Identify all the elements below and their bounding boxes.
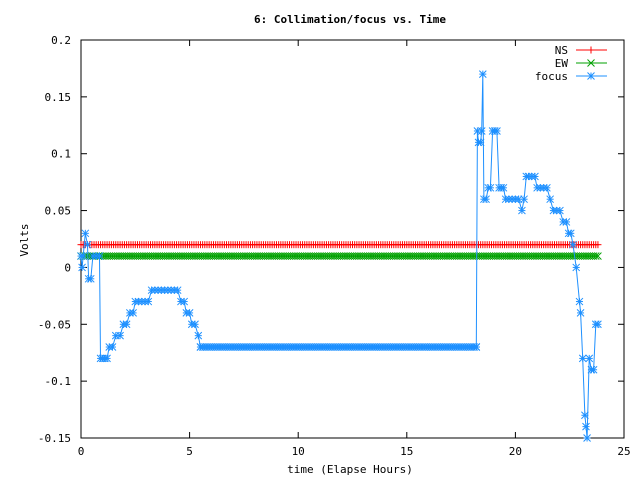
- data-point: [543, 183, 551, 192]
- data-point: [594, 320, 602, 329]
- y-tick-label: 0: [64, 261, 71, 274]
- y-tick-label: 0.05: [45, 205, 72, 218]
- data-point: [518, 206, 526, 215]
- x-tick-label: 25: [617, 445, 630, 458]
- y-tick-label: -0.15: [38, 432, 71, 445]
- data-point: [78, 263, 86, 272]
- data-point: [582, 422, 590, 431]
- legend-marker: [587, 46, 595, 54]
- series-ns: [77, 241, 602, 249]
- data-point: [144, 297, 153, 306]
- x-axis-label: time (Elapse Hours): [287, 463, 413, 476]
- data-point: [116, 331, 124, 340]
- series-focus: [77, 70, 602, 442]
- data-point: [185, 309, 194, 317]
- data-point: [108, 343, 117, 351]
- axis-ticks: 0 5 10 15 20 25 -0.15 -0.1 -0.05 0 0.05 0.1 0.15 0.2: [38, 34, 631, 458]
- series-layer: [77, 70, 602, 442]
- data-point: [562, 218, 571, 226]
- data-point: [569, 240, 577, 249]
- x-tick-label: 20: [509, 445, 522, 458]
- data-point: [122, 320, 131, 329]
- data-point: [589, 365, 598, 374]
- data-point: [129, 309, 137, 317]
- data-point: [583, 434, 591, 442]
- data-point: [594, 241, 602, 249]
- data-point: [581, 411, 589, 420]
- data-point: [594, 252, 602, 260]
- legend-label-focus: focus: [535, 70, 568, 83]
- data-point: [486, 183, 495, 192]
- chart-title: 6: Collimation/focus vs. Time: [254, 13, 446, 26]
- data-point: [478, 70, 487, 78]
- data-point: [191, 320, 199, 329]
- x-tick-label: 15: [400, 445, 413, 458]
- y-tick-label: -0.05: [38, 318, 71, 331]
- data-point: [575, 297, 584, 306]
- legend-marker: [587, 59, 595, 67]
- data-point: [79, 252, 88, 260]
- data-point: [477, 127, 486, 135]
- data-point: [531, 172, 539, 181]
- data-point: [83, 240, 92, 249]
- data-point: [566, 229, 575, 238]
- data-point: [476, 138, 485, 147]
- data-point: [520, 195, 528, 204]
- data-point: [81, 229, 90, 238]
- data-point: [499, 183, 508, 192]
- data-point: [578, 354, 587, 363]
- data-point: [95, 252, 104, 260]
- data-point: [576, 309, 585, 317]
- data-point: [585, 354, 594, 363]
- data-point: [556, 206, 564, 215]
- legend-label-ew: EW: [555, 57, 569, 70]
- data-point: [472, 343, 481, 351]
- series-ew: [77, 252, 602, 260]
- y-tick-label: -0.1: [45, 375, 72, 388]
- x-tick-label: 5: [186, 445, 193, 458]
- legend-marker: [587, 72, 595, 80]
- data-point: [546, 195, 555, 204]
- data-point: [591, 252, 600, 260]
- data-point: [572, 263, 581, 272]
- x-tick-label: 10: [292, 445, 305, 458]
- data-point: [173, 286, 182, 295]
- data-point: [86, 274, 95, 283]
- y-tick-label: 0.2: [51, 34, 71, 47]
- data-point: [103, 354, 111, 363]
- y-tick-label: 0.15: [45, 91, 72, 104]
- legend-label-ns: NS: [555, 44, 568, 57]
- x-tick-label: 0: [78, 445, 85, 458]
- y-tick-label: 0.1: [51, 148, 71, 161]
- data-point: [493, 127, 501, 135]
- plot-frame: [80, 39, 625, 439]
- data-point: [180, 297, 189, 306]
- data-point: [194, 331, 203, 340]
- y-axis-label: Volts: [18, 223, 31, 256]
- data-point: [482, 195, 490, 204]
